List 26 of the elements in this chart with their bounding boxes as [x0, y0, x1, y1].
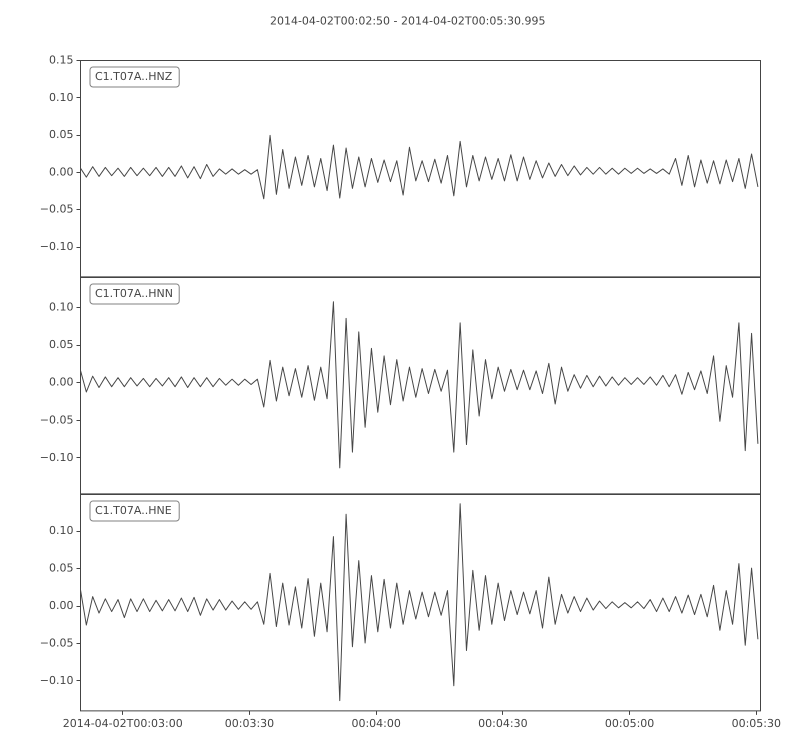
y-tick-label: 0.15 — [49, 54, 74, 66]
y-tick-label: 0.05 — [49, 562, 74, 575]
x-tick-label: 00:04:00 — [351, 716, 401, 730]
y-tick-label: −0.10 — [40, 450, 74, 464]
y-tick-label: −0.10 — [40, 674, 74, 687]
y-tick-label: 0.00 — [49, 599, 74, 612]
y-tick-label: 0.10 — [49, 524, 74, 538]
text: C1.T07A..HNZ — [95, 70, 173, 83]
y-tick-label: −0.10 — [40, 240, 74, 254]
y-tick-label: 0.00 — [49, 376, 74, 389]
y-tick-label: −0.05 — [40, 413, 74, 426]
y-tick-label: 0.10 — [49, 90, 74, 104]
y-tick-label: −0.05 — [40, 202, 74, 216]
y-tick-label: 0.10 — [49, 300, 74, 314]
text: C1.T07A..HNN — [95, 287, 173, 300]
y-tick-label: 0.05 — [49, 338, 74, 352]
x-tick-label: 00:03:30 — [224, 716, 274, 730]
y-tick-label: 0.05 — [49, 128, 74, 142]
x-tick-label: 2014-04-02T00:03:00 — [62, 716, 183, 730]
text: C1.T07A..HNE — [95, 504, 172, 517]
x-tick-label: 00:04:30 — [478, 716, 528, 730]
x-tick-label: 00:05:00 — [604, 716, 654, 730]
x-tick-label: 00:05:30 — [732, 716, 781, 730]
chart-title: 2014-04-02T00:02:50 - 2014-04-02T00:05:30.995 — [270, 14, 546, 28]
y-tick-label: 0.00 — [49, 165, 74, 178]
y-tick-label: −0.05 — [40, 636, 74, 650]
